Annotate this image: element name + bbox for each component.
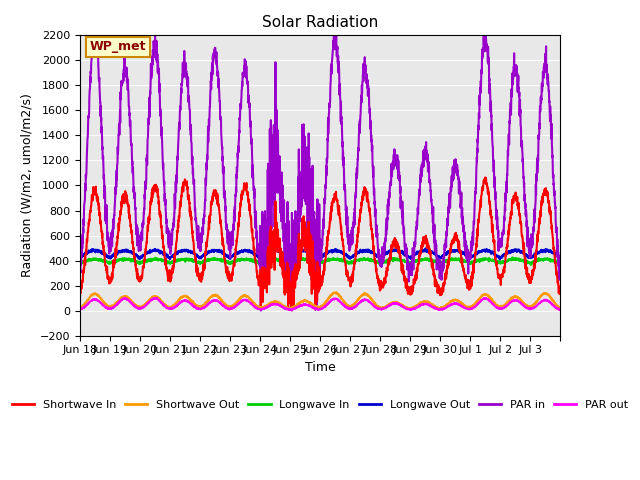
X-axis label: Time: Time [305, 361, 335, 374]
Title: Solar Radiation: Solar Radiation [262, 15, 378, 30]
Text: WP_met: WP_met [90, 40, 146, 53]
Legend: Shortwave In, Shortwave Out, Longwave In, Longwave Out, PAR in, PAR out: Shortwave In, Shortwave Out, Longwave In… [7, 395, 633, 414]
Y-axis label: Radiation (W/m2, umol/m2/s): Radiation (W/m2, umol/m2/s) [21, 94, 34, 277]
